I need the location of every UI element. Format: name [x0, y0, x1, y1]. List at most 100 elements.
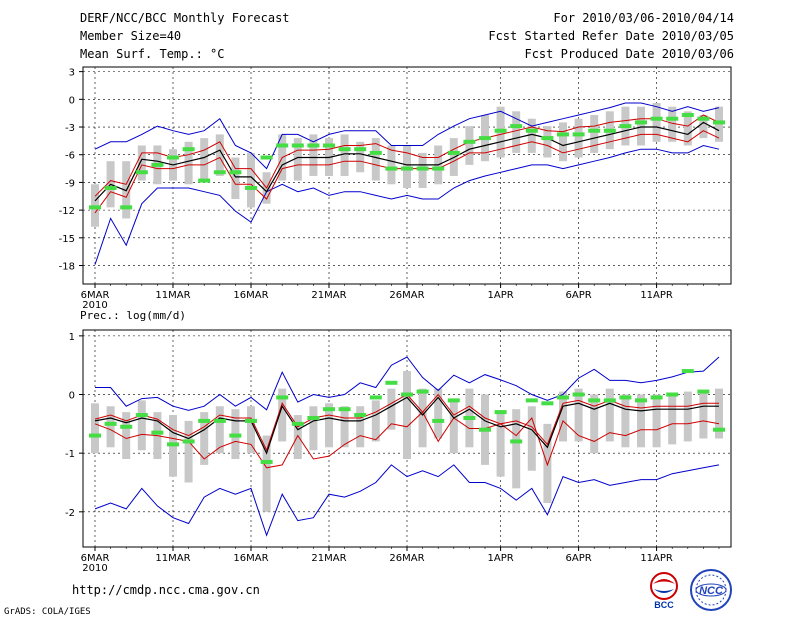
- temp-line-ensemble_mean: [94, 121, 720, 202]
- prec-ensemble-box: [605, 388, 614, 442]
- temp-observed-marker: [603, 128, 616, 133]
- temp-observed-marker: [276, 143, 289, 148]
- chart-title: DERF/NCC/BCC Monthly Forecast: [80, 11, 290, 25]
- prec-observed-marker: [447, 398, 460, 403]
- temp-observed-marker: [291, 143, 304, 148]
- prec-observed-marker: [619, 395, 632, 400]
- temp-ensemble-box: [559, 122, 567, 162]
- temp-ensemble-box: [465, 126, 474, 165]
- prec-observed-marker: [291, 421, 304, 426]
- temp-ensemble-box: [356, 141, 365, 173]
- prec-ytick-label: -2: [65, 508, 75, 519]
- temp-xtick-label: 26MAR: [389, 290, 424, 301]
- temp-observed-marker: [369, 150, 382, 155]
- temp-ensemble-box: [683, 111, 692, 146]
- prec-observed-marker: [307, 415, 320, 420]
- temp-observed-marker: [557, 132, 569, 137]
- temp-observed-marker: [681, 113, 694, 118]
- prec-ensemble-box: [434, 388, 443, 439]
- bcc-logo-text: BCC: [654, 600, 674, 610]
- temp-observed-marker: [120, 205, 133, 210]
- temp-observed-marker: [151, 162, 164, 167]
- temp-observed-marker: [510, 124, 523, 129]
- member-size: Member Size=40: [80, 29, 182, 43]
- precip-label: Prec.: log(mm/d): [80, 309, 186, 322]
- temp-ensemble-box: [231, 157, 240, 200]
- prec-xtick-label: 21MAR: [311, 553, 346, 564]
- temp-observed-marker: [104, 185, 117, 190]
- prec-ensemble-box: [106, 406, 115, 448]
- prec-observed-marker: [697, 389, 710, 394]
- prec-xtick-year: 2010: [82, 563, 107, 574]
- temp-observed-marker: [416, 166, 429, 171]
- prec-observed-marker: [369, 395, 382, 400]
- temp-observed-marker: [588, 128, 601, 133]
- temp-ensemble-box: [699, 115, 708, 139]
- temp-ensemble-box: [309, 134, 318, 176]
- temp-ensemble-box: [668, 106, 677, 142]
- prec-observed-marker: [432, 418, 445, 423]
- prec-ensemble-box: [668, 394, 677, 445]
- prec-ytick-label: 1: [69, 332, 75, 343]
- temp-xtick-label: 11MAR: [155, 290, 190, 301]
- temp-observed-marker: [401, 166, 413, 171]
- prec-ensemble-box: [262, 435, 271, 512]
- prec-observed-marker: [354, 413, 367, 418]
- temp-observed-marker: [697, 116, 710, 121]
- prec-observed-marker: [151, 430, 164, 435]
- temp-observed-marker: [494, 128, 507, 133]
- temp-observed-marker: [245, 185, 257, 190]
- prec-observed-marker: [229, 433, 242, 438]
- grads-credit: GrADS: COLA/IGES: [4, 607, 91, 617]
- prec-ensemble-box: [309, 406, 318, 451]
- prec-ensemble-box: [356, 406, 365, 448]
- prec-observed-marker: [416, 389, 429, 394]
- prec-ensemble-box: [325, 403, 333, 448]
- temp-ytick-label: 3: [69, 68, 75, 79]
- temp-ensemble-box: [652, 103, 661, 142]
- temp-observed-marker: [650, 116, 663, 121]
- footer-url[interactable]: http://cmdp.ncc.cma.gov.cn: [72, 583, 260, 597]
- prec-observed-marker: [89, 433, 101, 438]
- prec-xtick-label: 11MAR: [155, 553, 190, 564]
- prec-observed-marker: [323, 407, 335, 412]
- prec-observed-marker: [681, 369, 694, 374]
- prec-ensemble-box: [715, 388, 723, 439]
- prec-ensemble-box: [683, 391, 692, 442]
- temp-observed-marker: [635, 120, 647, 125]
- prec-observed-marker: [510, 439, 523, 444]
- prec-observed-marker: [479, 427, 491, 432]
- prec-ensemble-box: [621, 394, 630, 448]
- temp-observed-marker: [182, 147, 195, 152]
- temp-ytick-label: 0: [69, 95, 75, 106]
- temp-observed-marker: [525, 128, 538, 133]
- prec-ensemble-box: [590, 394, 599, 454]
- temp-line-max: [94, 102, 720, 170]
- prec-ensemble-box: [122, 412, 131, 460]
- temp-ensemble-box: [387, 145, 396, 185]
- prec-ensemble-box: [574, 388, 583, 442]
- prec-observed-marker: [541, 401, 554, 406]
- prec-observed-marker: [588, 398, 601, 403]
- prec-observed-marker: [603, 398, 616, 403]
- temp-xtick-label: 11APR: [640, 290, 673, 301]
- prec-xtick-label: 11APR: [640, 553, 673, 564]
- prec-observed-marker: [494, 410, 507, 415]
- prec-ensemble-box: [512, 409, 521, 489]
- variable-label: Mean Surf. Temp.: °C: [80, 47, 225, 61]
- temp-ytick-label: -12: [59, 206, 75, 217]
- temp-observed-marker: [167, 155, 179, 160]
- prec-line-min: [94, 464, 720, 537]
- prec-observed-marker: [167, 442, 179, 447]
- prec-ensemble-box: [699, 391, 708, 439]
- temp-ensemble-box: [512, 111, 521, 153]
- temp-observed-marker: [198, 178, 211, 183]
- prec-observed-marker: [401, 392, 413, 397]
- prec-observed-marker: [198, 418, 211, 423]
- temp-observed-marker: [572, 132, 585, 137]
- prec-ensemble-box: [418, 388, 427, 448]
- temp-ensemble-box: [637, 106, 645, 146]
- prec-xtick-label: 16MAR: [233, 553, 268, 564]
- prec-observed-marker: [385, 380, 398, 385]
- temp-ensemble-box: [215, 134, 224, 176]
